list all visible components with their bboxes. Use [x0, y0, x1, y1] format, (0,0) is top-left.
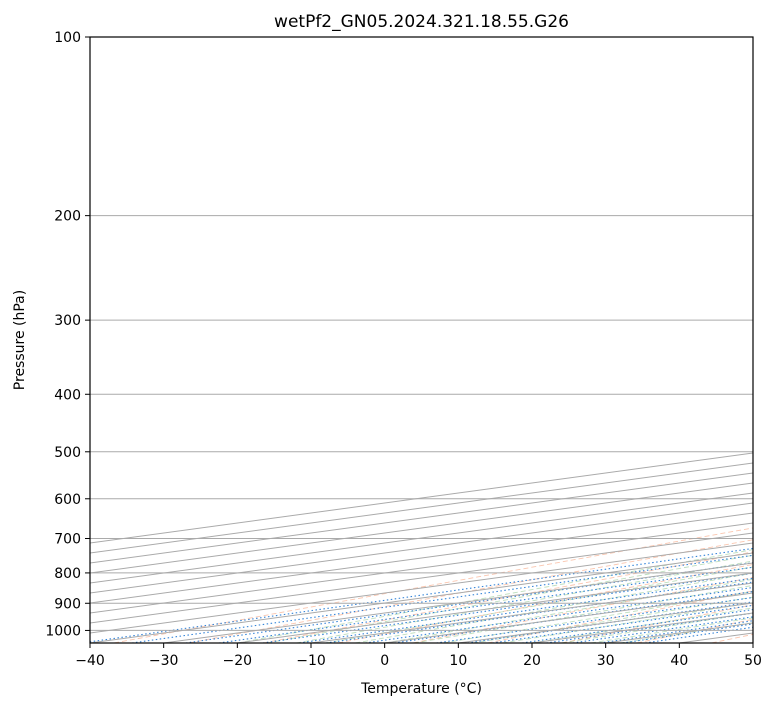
- x-tick-label: −40: [75, 653, 105, 669]
- x-tick-label: 10: [449, 653, 467, 669]
- plot-area: [90, 37, 753, 643]
- chart-title: wetPf2_GN05.2024.321.18.55.G26: [274, 12, 569, 32]
- y-tick-label: 900: [54, 596, 81, 612]
- mixing-ratio-line: [492, 604, 753, 643]
- x-tick-label: −20: [223, 653, 253, 669]
- plot-frame: [89, 36, 754, 644]
- x-tick-label: 0: [380, 653, 389, 669]
- dry-adiabat: [114, 527, 753, 643]
- moist-adiabat: [237, 549, 753, 643]
- y-axis-label: Pressure (hPa): [12, 290, 28, 390]
- isotherm: [90, 492, 753, 584]
- mixing-ratio-line: [131, 554, 753, 643]
- dry-adiabat: [338, 564, 753, 643]
- x-tick-label: 40: [670, 653, 688, 669]
- dry-adiabats: [114, 527, 753, 643]
- y-tick-label: 700: [54, 532, 81, 548]
- x-tick-label: 50: [744, 653, 762, 669]
- isotherm: [90, 522, 753, 614]
- y-tick-label: 1000: [45, 623, 81, 639]
- x-tick-label: −10: [296, 653, 326, 669]
- x-axis-label: Temperature (°C): [360, 681, 482, 697]
- y-tick-label: 600: [54, 492, 81, 508]
- y-tick-label: 500: [54, 445, 81, 461]
- mixing-ratio-line: [436, 596, 753, 643]
- moist-adiabat: [384, 578, 753, 643]
- y-tick-label: 400: [54, 387, 81, 403]
- isotherm: [90, 532, 753, 624]
- isotherm: [90, 482, 753, 574]
- mixing-ratio-line: [90, 547, 753, 643]
- x-axis: −40 −30 −20 −10 0 10 20 30 40 50: [75, 643, 762, 669]
- x-tick-label: −30: [149, 653, 179, 669]
- isotherm: [90, 452, 753, 544]
- isotherm: [90, 512, 753, 604]
- pressure-gridlines: [90, 37, 753, 631]
- x-tick-label: 20: [523, 653, 541, 669]
- y-tick-label: 100: [54, 30, 81, 46]
- isotherm: [90, 472, 753, 564]
- isotherm: [90, 462, 753, 554]
- isotherm: [90, 502, 753, 594]
- isotherms: [90, 452, 753, 643]
- y-tick-label: 300: [54, 313, 81, 329]
- dry-adiabat: [263, 551, 753, 643]
- dry-adiabat: [487, 590, 753, 643]
- y-tick-label: 800: [54, 566, 81, 582]
- moist-adiabat: [325, 566, 753, 643]
- y-axis: 100 200 300 400 500 600 700 800 900 1000: [45, 30, 90, 639]
- mixing-ratio-line: [522, 609, 753, 643]
- x-tick-label: 30: [597, 653, 615, 669]
- y-tick-label: 200: [54, 209, 81, 225]
